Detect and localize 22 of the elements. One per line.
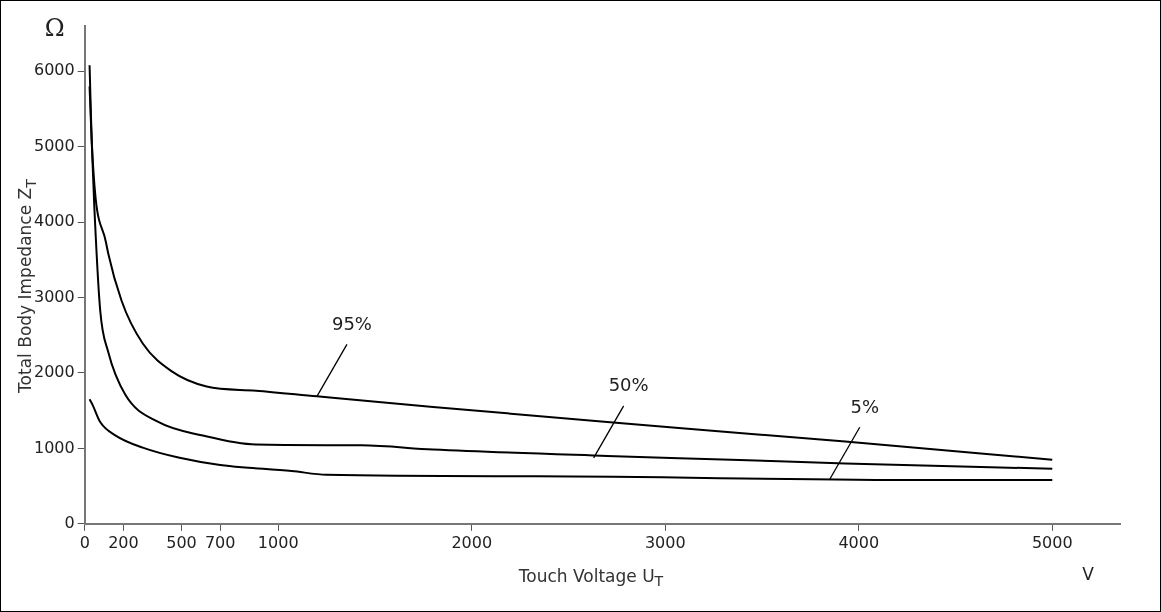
y-tick-label: 5000 [34,135,75,155]
text: V [1082,564,1095,585]
y-tick-label: 3000 [34,286,75,306]
y-tick-label: 4000 [34,211,75,231]
x-tick-label: 200 [108,532,139,552]
x-axis-title: Touch Voltage U$_{T}$ [518,566,664,590]
y-tick-label: 1000 [34,437,75,457]
x-tick-label: 4000 [838,532,880,552]
y-tick-label: 2000 [34,362,75,382]
text: Ω [44,14,65,43]
x-tick-label: 1000 [257,532,299,552]
annotation: 95% [331,313,372,334]
annotation: 50% [608,374,649,396]
x-tick-label: 3000 [644,532,686,552]
annotation: 5% [850,395,880,417]
x-tick-label: 5000 [1031,532,1073,552]
y-tick-label: 6000 [34,60,75,80]
y-tick-label: 0 [64,512,75,532]
x-tick-label: 0 [79,532,90,552]
x-tick-label: 2000 [451,532,493,552]
x-tick-label: 700 [204,532,236,552]
x-tick-label: 500 [166,532,197,552]
